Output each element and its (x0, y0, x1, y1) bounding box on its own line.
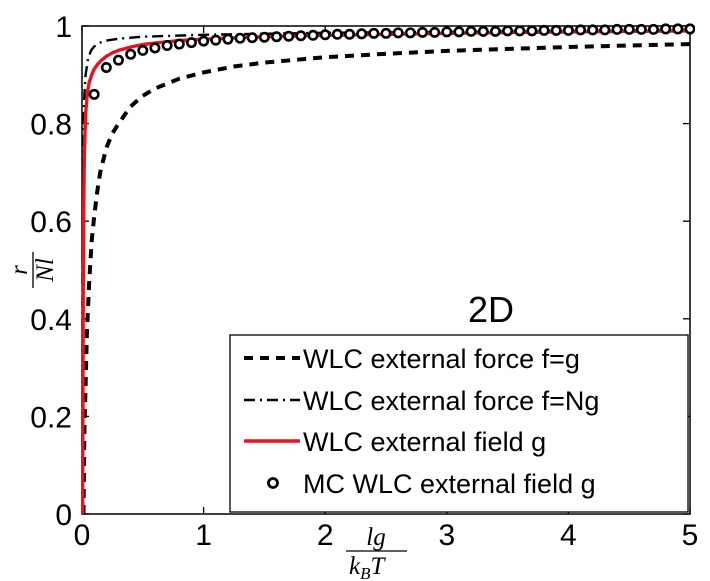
mc-data-point (380, 27, 392, 39)
mc-data-point (149, 42, 161, 54)
mc-data-point (88, 88, 100, 100)
legend-box (229, 334, 689, 513)
x-tick-label: 2 (317, 519, 334, 552)
mc-data-point (198, 35, 210, 47)
mc-data-point (283, 30, 295, 42)
x-tick-label: 4 (560, 519, 577, 552)
mc-data-point (210, 34, 222, 46)
x-tick-label: 5 (682, 519, 699, 552)
mc-data-point (660, 23, 672, 35)
y-axis-label: r Nl (6, 252, 59, 288)
series-mc-field-g (88, 23, 695, 100)
y-label-numerator: r (6, 265, 33, 275)
mc-data-point (137, 44, 149, 56)
mc-data-point (307, 29, 319, 41)
mc-data-point (125, 48, 137, 60)
mc-data-point (392, 27, 404, 39)
mc-data-point (562, 24, 574, 36)
y-tick-label: 0.2 (30, 401, 72, 434)
mc-data-point (684, 23, 695, 35)
mc-data-point (368, 27, 380, 39)
legend-label-field-g: WLC external field g (303, 427, 546, 457)
legend-label-force-g: WLC external force f=g (303, 344, 580, 374)
x-label-subscript-b: B (360, 564, 371, 581)
x-label-t: T (371, 553, 387, 580)
mc-data-point (587, 24, 599, 36)
y-tick-label: 0.6 (30, 206, 72, 239)
mc-data-point (441, 26, 453, 38)
legend-label-mc-field-g: MC WLC external field g (303, 469, 596, 499)
mc-data-point (672, 23, 684, 35)
mc-data-point (575, 24, 587, 36)
x-tick-label: 3 (438, 519, 455, 552)
mc-data-point (514, 25, 526, 37)
mc-data-point (185, 37, 197, 49)
mc-data-point (416, 26, 428, 38)
y-tick-label: 0 (55, 499, 72, 532)
mc-data-point (550, 24, 562, 36)
mc-data-point (538, 24, 550, 36)
mc-data-point (635, 23, 647, 35)
mc-data-point (611, 23, 623, 35)
mc-data-point (246, 32, 258, 44)
mc-data-point (331, 28, 343, 40)
mc-data-point (526, 25, 538, 37)
y-tick-label: 1 (55, 11, 72, 44)
mc-data-point (112, 54, 124, 66)
mc-data-point (404, 27, 416, 39)
mc-data-point (161, 40, 173, 52)
x-label-denominator: kBT (349, 553, 387, 581)
mc-data-point (453, 26, 465, 38)
y-tick-labels: 0 0.2 0.4 0.6 0.8 1 (30, 11, 72, 532)
legend-label-force-ng: WLC external force f=Ng (303, 386, 599, 416)
series-force-g-line (81, 42, 691, 515)
series-layer (80, 23, 695, 515)
legend: WLC external force f=g WLC external forc… (229, 334, 689, 513)
mc-data-point (271, 31, 283, 43)
legend-samples (244, 356, 300, 489)
mc-data-point (344, 28, 356, 40)
mc-data-point (258, 31, 270, 43)
panel-annotation: 2D (468, 289, 514, 330)
mc-data-point (429, 26, 441, 38)
legend-sample-marker (267, 477, 279, 489)
x-tick-label: 0 (74, 519, 91, 552)
mc-data-point (599, 24, 611, 36)
mc-data-point (100, 61, 112, 73)
mc-data-point (489, 25, 501, 37)
mc-data-point (465, 25, 477, 37)
mc-data-point (295, 30, 307, 42)
mc-data-point (477, 25, 489, 37)
mc-data-point (319, 29, 331, 41)
x-label-numerator: lg (366, 524, 385, 551)
mc-data-point (222, 33, 234, 45)
y-tick-label: 0.8 (30, 109, 72, 142)
mc-data-point (648, 23, 660, 35)
x-axis-label: lg kBT (346, 524, 407, 581)
mc-data-point (356, 28, 368, 40)
mc-data-point (173, 38, 185, 50)
mc-data-point (502, 25, 514, 37)
y-tick-label: 0.4 (30, 304, 72, 337)
x-tick-label: 1 (195, 519, 212, 552)
x-tick-labels: 0 1 2 3 4 5 (74, 519, 699, 552)
x-label-k: k (349, 553, 361, 580)
mc-data-point (623, 23, 635, 35)
mc-data-point (234, 32, 246, 44)
y-label-denominator: Nl (32, 258, 59, 283)
